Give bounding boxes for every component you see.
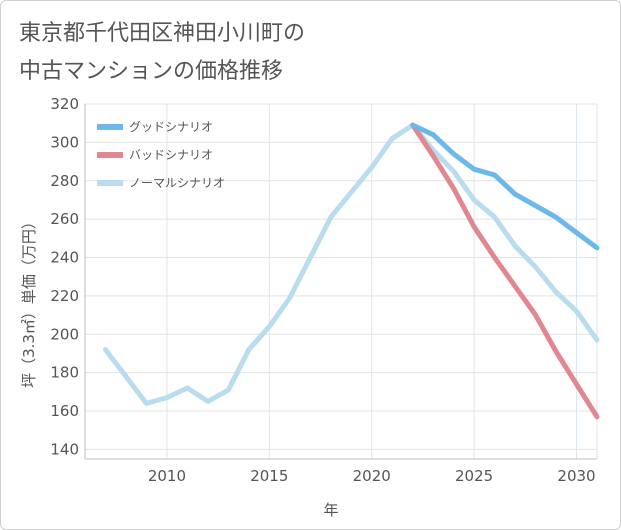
series-line-2 (103, 122, 600, 406)
x-axis-label: 年 (323, 501, 338, 519)
x-tick-label: 2020 (353, 467, 391, 485)
y-tick-label: 160 (50, 402, 79, 420)
x-tick-label: 2025 (455, 467, 493, 485)
legend-label-2: ノーマルシナリオ (129, 176, 225, 190)
y-tick-label: 260 (50, 210, 79, 228)
y-tick-label: 320 (50, 95, 79, 113)
tick-labels: 140 160 180 200 220 240 260 280 300 320 2010 2015 20… (50, 95, 595, 485)
plot-axes (84, 104, 598, 460)
y-tick-label: 240 (50, 249, 79, 267)
gridlines (85, 103, 597, 459)
y-axis-label: 坪（3.3㎡）単価（万円） (20, 214, 38, 388)
x-tick-label: 2030 (557, 467, 595, 485)
y-tick-label: 280 (50, 172, 79, 190)
x-tick-label: 2015 (250, 467, 288, 485)
series-line-1 (410, 122, 600, 420)
series-line-0 (410, 122, 600, 251)
y-tick-label: 220 (50, 287, 79, 305)
title-line-1: 東京都千代田区神田小川町の (19, 21, 305, 46)
x-tick-label: 2010 (148, 467, 186, 485)
y-tick-label: 140 (50, 440, 79, 458)
legend-label-1: バッドシナリオ (129, 148, 213, 162)
y-tick-label: 180 (50, 364, 79, 382)
series-lines (103, 122, 600, 420)
y-tick-label: 300 (50, 133, 79, 151)
y-tick-label: 200 (50, 325, 79, 343)
legend-label-0: グッドシナリオ (129, 120, 213, 134)
chart-title: 東京都千代田区神田小川町の 中古マンションの価格推移 (19, 21, 305, 84)
title-line-2: 中古マンションの価格推移 (19, 59, 283, 84)
